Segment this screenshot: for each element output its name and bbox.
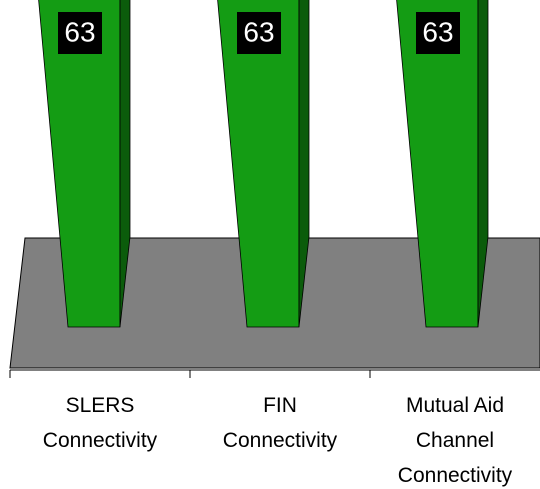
value-label-box [237, 12, 281, 54]
x-tick-label: SLERS Connectivity [42, 394, 158, 452]
bar [396, 0, 489, 328]
value-label-box [416, 12, 460, 54]
value-label: 63 [243, 16, 274, 47]
bar-side [119, 0, 131, 328]
bar [217, 0, 310, 328]
x-tick-label: FIN Connectivity [222, 394, 338, 452]
bar [38, 0, 131, 328]
value-label: 63 [422, 16, 453, 47]
bar-side [298, 0, 310, 328]
value-label-box [58, 12, 102, 54]
x-tick-label: Mutual Aid Channel Connectivity [397, 394, 513, 487]
value-label: 63 [64, 16, 95, 47]
bar-side [477, 0, 489, 328]
